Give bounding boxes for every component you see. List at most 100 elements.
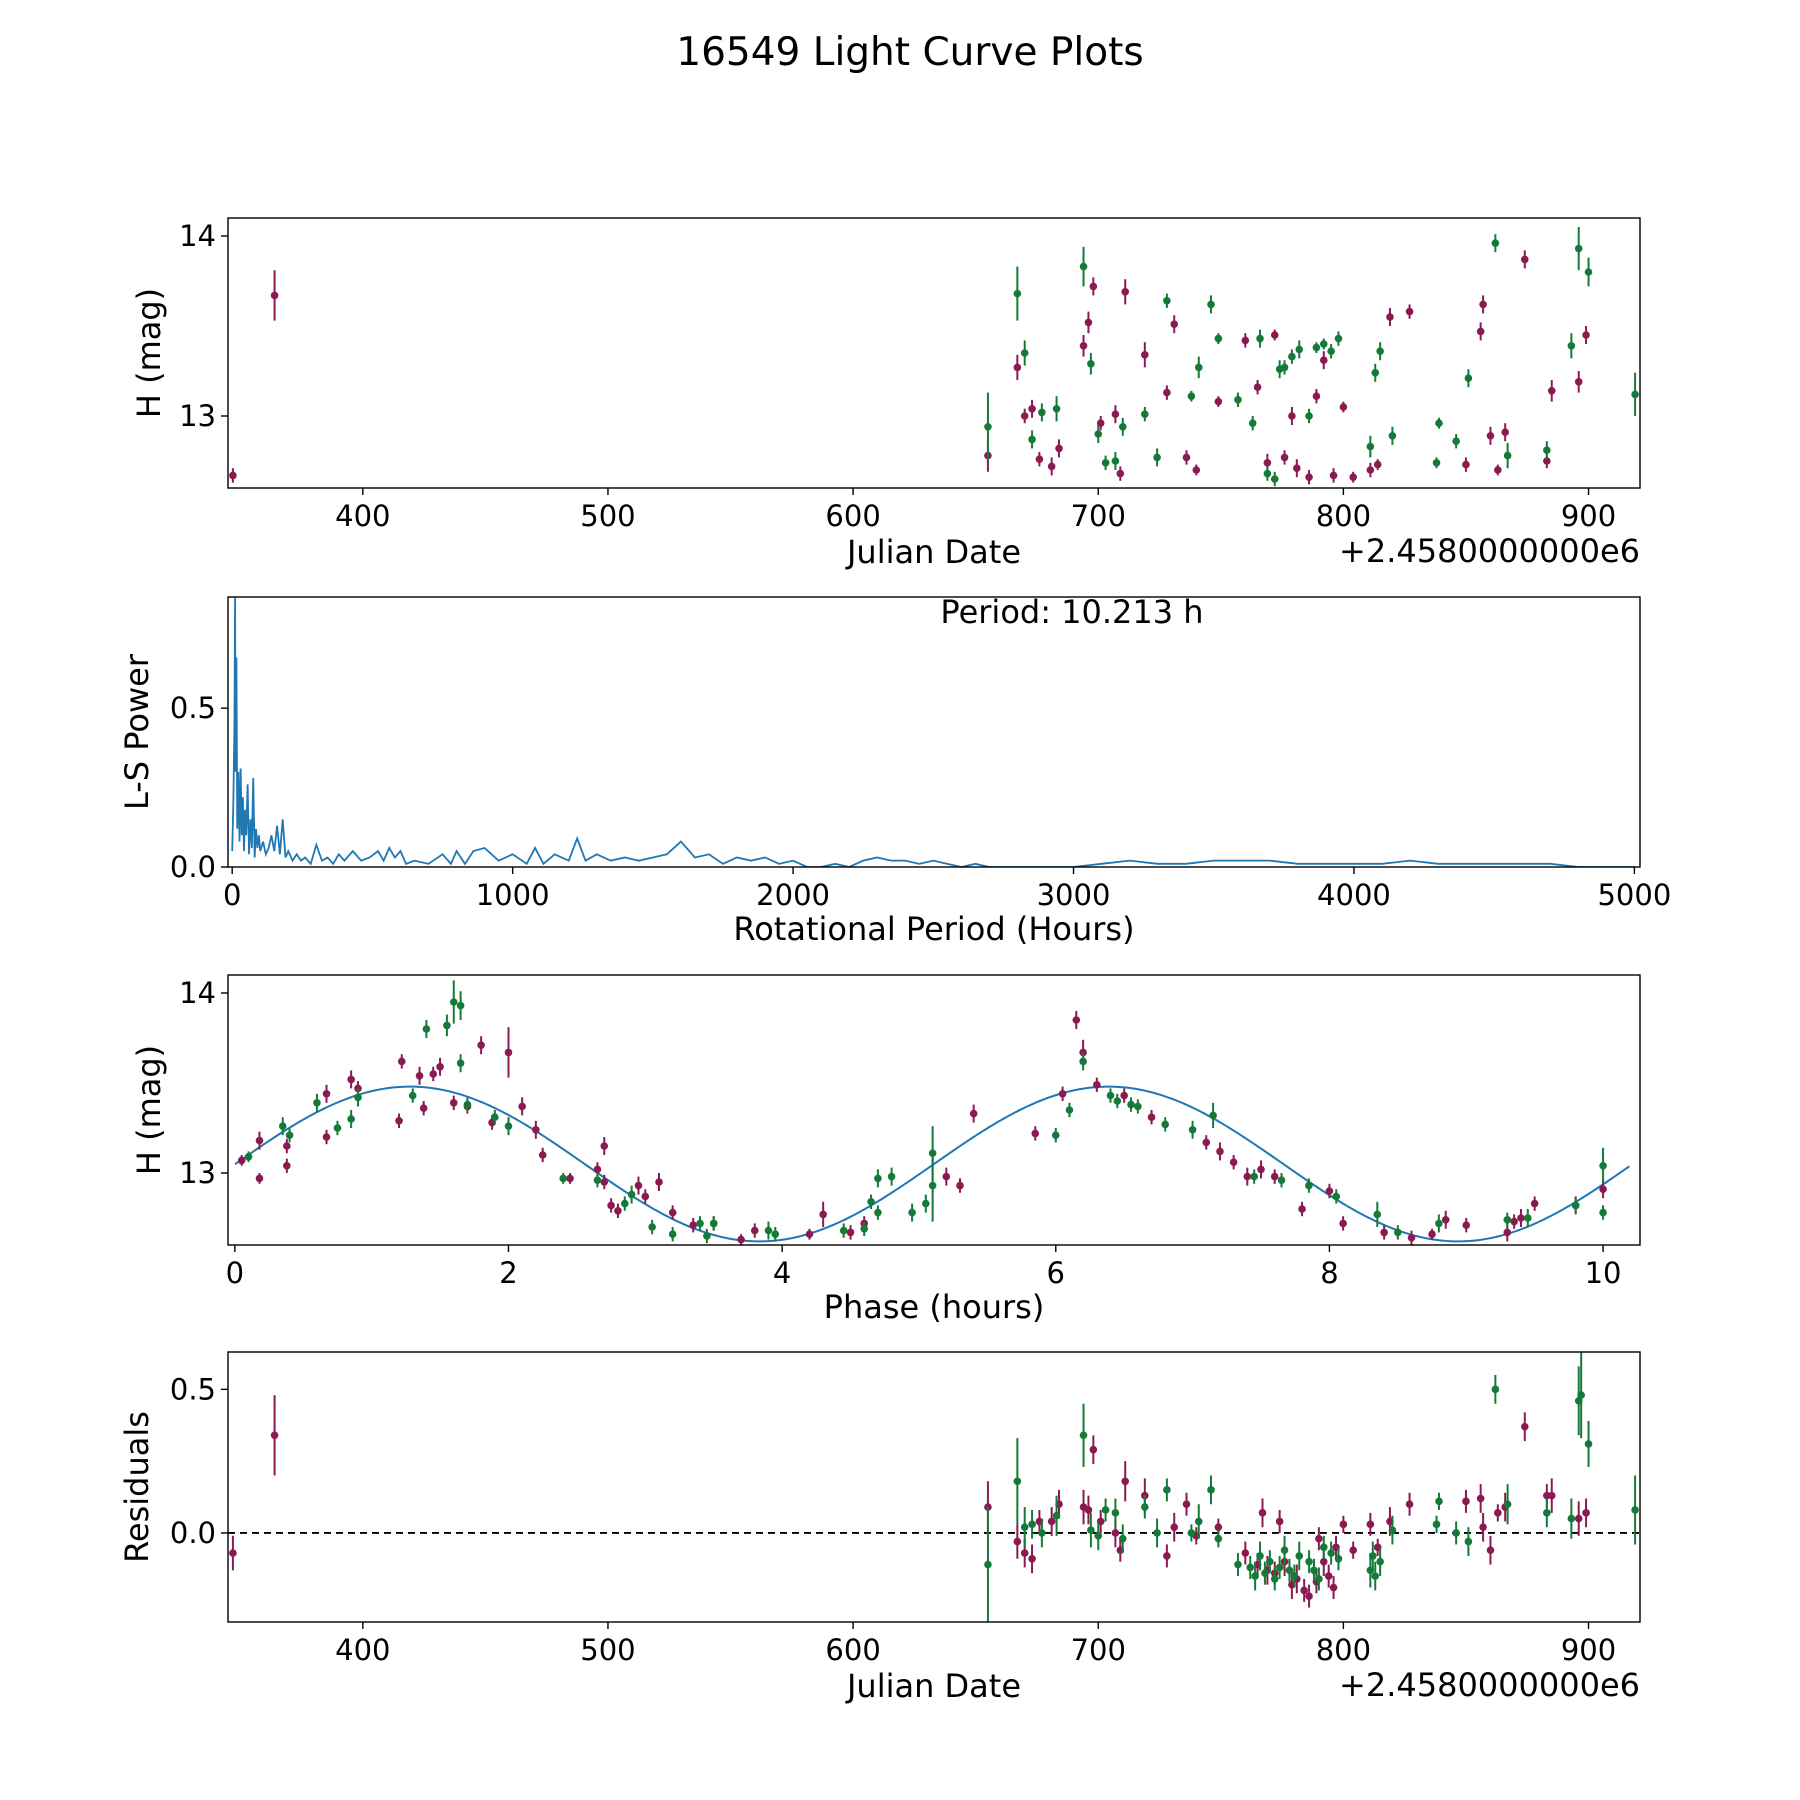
data-point <box>1327 347 1335 356</box>
data-point <box>1111 457 1120 465</box>
data-point <box>600 1178 609 1186</box>
data-point <box>1280 453 1289 462</box>
filter-1-point <box>477 1036 485 1055</box>
x-tick-label: 2000 <box>756 878 830 912</box>
filter-2-point <box>1327 344 1335 359</box>
data-point <box>1251 1572 1259 1580</box>
filter-2-point <box>408 1088 417 1103</box>
filter-2-point <box>1332 1189 1341 1204</box>
data-point <box>1111 1509 1120 1517</box>
data-point <box>347 1075 355 1084</box>
data-point <box>1464 1537 1473 1546</box>
filter-1-point <box>805 1228 814 1240</box>
x-tick-label: 10 <box>1585 1256 1622 1290</box>
data-point <box>1479 1523 1487 1532</box>
data-point <box>1020 1549 1029 1557</box>
x-tick-label: 600 <box>825 1633 880 1667</box>
filter-2-point <box>1194 1504 1203 1539</box>
data-point <box>1270 1172 1279 1181</box>
data-point <box>1118 1534 1127 1543</box>
data-point <box>1305 1181 1313 1190</box>
data-point <box>1373 1210 1382 1219</box>
filter-2-point <box>1246 1555 1255 1579</box>
filter-2-point <box>1261 1561 1269 1585</box>
data-point <box>1161 1120 1170 1129</box>
filter-1-point <box>1047 457 1056 476</box>
data-point <box>1435 1219 1443 1228</box>
data-point <box>1101 1506 1110 1514</box>
data-point <box>1476 327 1485 336</box>
filter-1-point <box>1520 1412 1529 1442</box>
filter-2-point <box>1214 333 1223 344</box>
data-point <box>1248 419 1257 428</box>
filter-1-point <box>614 1203 622 1218</box>
filter-1-point <box>283 1158 291 1173</box>
filter-2-point <box>1194 356 1203 379</box>
data-point <box>887 1172 896 1181</box>
data-point <box>456 1059 465 1067</box>
filter-2-point <box>1285 1558 1294 1582</box>
data-point <box>1574 378 1583 386</box>
filter-1-point <box>1298 1201 1306 1217</box>
data-point <box>1293 464 1301 473</box>
filter-1-point <box>322 1129 331 1145</box>
data-point <box>1089 282 1098 291</box>
panel-residuals-offset-label: +2.4580000000e6 <box>1339 1666 1640 1704</box>
filter-1-point <box>532 1120 540 1139</box>
data-point <box>1332 1192 1341 1201</box>
filter-1-point <box>1582 326 1590 344</box>
filter-1-point <box>1055 439 1063 458</box>
data-point <box>1263 469 1272 478</box>
data-point <box>1116 469 1125 478</box>
data-point <box>1093 1081 1101 1089</box>
filter-1-point <box>229 468 237 483</box>
data-point <box>737 1235 745 1244</box>
filter-2-point <box>1028 430 1036 449</box>
filter-2-point <box>1432 1515 1441 1533</box>
data-point <box>1047 462 1056 471</box>
filter-1-point <box>1428 1228 1436 1240</box>
filter-2-point <box>1153 1518 1161 1548</box>
data-point <box>1121 1477 1130 1486</box>
filter-1-point <box>969 1104 978 1123</box>
y-tick-label: 14 <box>179 219 216 253</box>
x-tick-label: 2 <box>499 1256 517 1290</box>
data-point <box>1079 342 1088 350</box>
filter-2-point <box>1464 369 1473 388</box>
panel-residuals-xlabel: Julian Date <box>845 1667 1021 1705</box>
filter-1-point <box>347 1070 355 1089</box>
filter-1-point <box>689 1218 697 1233</box>
filter-2-point <box>1188 1120 1197 1139</box>
filter-2-point <box>1334 1547 1343 1571</box>
filter-2-point <box>860 1221 869 1236</box>
data-point <box>477 1041 485 1049</box>
data-point <box>1339 1520 1348 1529</box>
data-point <box>1052 1511 1061 1520</box>
data-point <box>984 423 992 431</box>
data-point <box>1079 1057 1087 1066</box>
data-point <box>1141 410 1149 419</box>
filter-2-point <box>1567 1498 1576 1539</box>
filter-2-point <box>1013 1438 1022 1525</box>
filter-2-point <box>1295 1541 1304 1571</box>
data-point <box>1079 262 1088 271</box>
filter-2-point <box>921 1194 930 1213</box>
filter-2-point <box>1094 1521 1103 1551</box>
data-point <box>1087 1526 1095 1534</box>
data-point <box>1441 1216 1450 1224</box>
data-point <box>908 1208 916 1217</box>
filter-2-point <box>1524 1209 1532 1227</box>
filter-2-point <box>1567 333 1576 359</box>
filter-2-point <box>504 1117 513 1136</box>
filter-2-point <box>1209 1102 1217 1128</box>
filter-2-point <box>1134 1099 1142 1114</box>
data-point <box>1312 392 1321 401</box>
data-point <box>504 1048 513 1057</box>
filter-1-point <box>1163 385 1171 400</box>
data-point <box>1153 1529 1161 1537</box>
data-point <box>1368 1552 1377 1560</box>
data-point <box>750 1226 759 1235</box>
data-point <box>1285 1566 1294 1575</box>
filter-1-point <box>1093 1077 1101 1092</box>
filter-2-point <box>1295 340 1304 359</box>
